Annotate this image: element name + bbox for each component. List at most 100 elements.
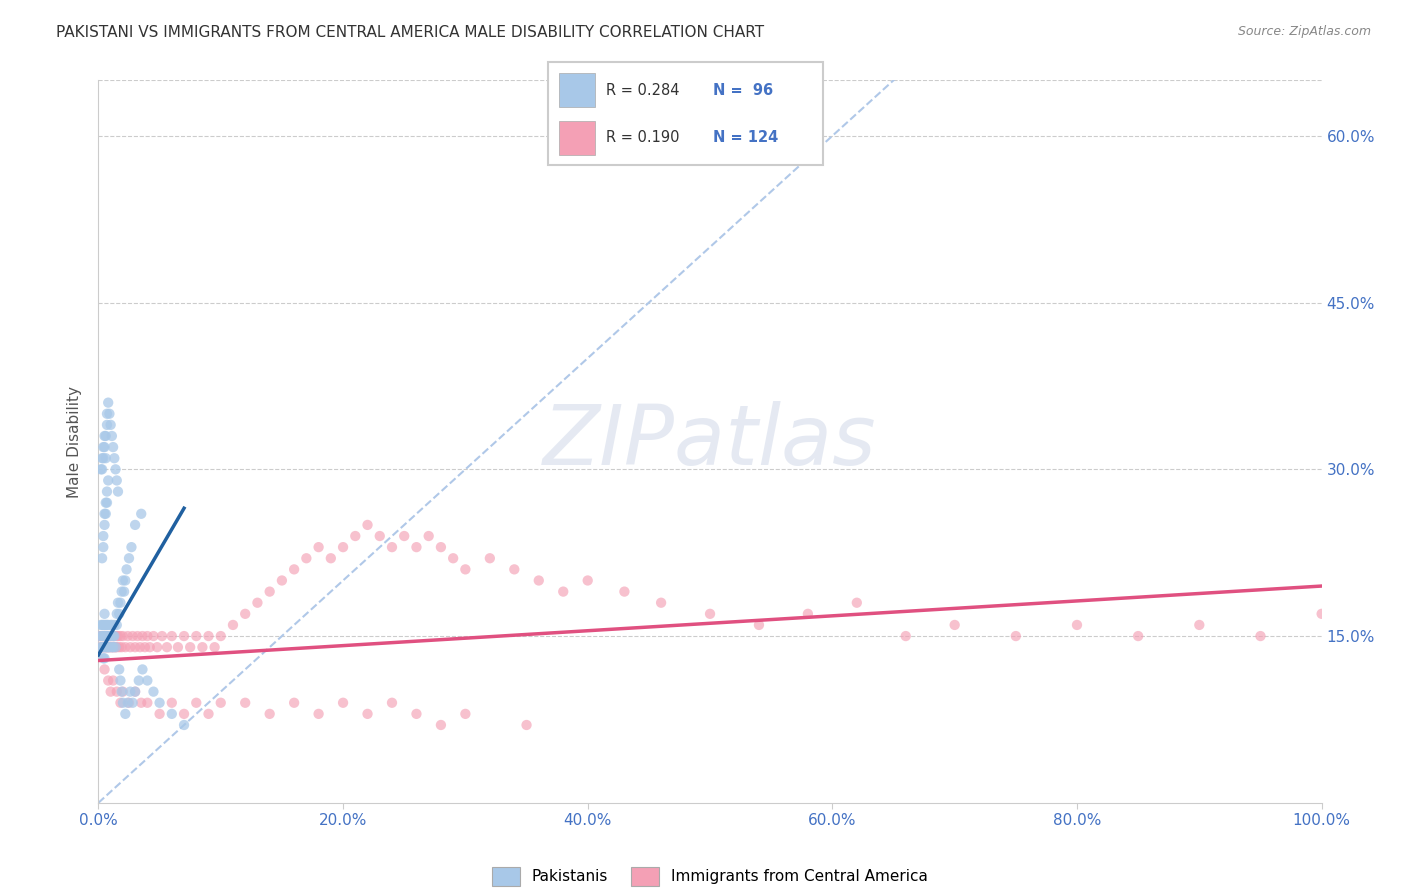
Point [114, 574, 136, 588]
Text: N =  96: N = 96 [713, 83, 773, 97]
Point [129, 640, 152, 655]
Point [91, 629, 114, 643]
Point [1188, 618, 1211, 632]
Point [120, 640, 142, 655]
Y-axis label: Male Disability: Male Disability [67, 385, 83, 498]
Point [89, 629, 111, 643]
Point [98, 629, 121, 643]
Point [93, 618, 115, 632]
Point [101, 429, 124, 443]
Point [91, 618, 114, 632]
Point [173, 706, 195, 721]
Point [943, 618, 966, 632]
Point [136, 629, 159, 643]
Point [108, 662, 131, 676]
Point [142, 629, 165, 643]
Point [478, 551, 501, 566]
Point [98, 640, 121, 655]
Point [650, 596, 672, 610]
Point [94, 429, 117, 443]
Point [128, 673, 150, 688]
Point [96, 417, 118, 432]
Point [104, 640, 127, 655]
Point [405, 706, 427, 721]
Legend: Pakistanis, Immigrants from Central America: Pakistanis, Immigrants from Central Amer… [486, 861, 934, 892]
Point [96, 629, 118, 643]
Point [91, 651, 114, 665]
Point [91, 629, 114, 643]
Point [96, 407, 118, 421]
Point [454, 706, 477, 721]
Point [117, 696, 139, 710]
Point [120, 540, 142, 554]
Point [160, 696, 183, 710]
Point [308, 706, 330, 721]
Point [748, 618, 770, 632]
Point [129, 696, 152, 710]
Point [91, 451, 114, 466]
Point [93, 507, 115, 521]
Point [515, 718, 537, 732]
Point [111, 640, 134, 655]
Text: N = 124: N = 124 [713, 130, 778, 145]
Point [191, 640, 214, 655]
Point [118, 551, 141, 566]
Point [107, 629, 129, 643]
Point [91, 540, 114, 554]
Point [94, 629, 117, 643]
Point [308, 540, 330, 554]
Point [129, 507, 152, 521]
Point [94, 496, 117, 510]
Point [246, 596, 269, 610]
Point [114, 640, 136, 655]
Point [110, 696, 132, 710]
Point [100, 640, 122, 655]
Point [91, 640, 114, 655]
Point [204, 640, 226, 655]
Point [96, 496, 118, 510]
Point [97, 395, 120, 409]
Point [613, 584, 636, 599]
Point [1004, 629, 1026, 643]
Point [283, 562, 305, 576]
Point [160, 706, 183, 721]
Point [101, 673, 124, 688]
Point [103, 640, 125, 655]
Text: ZIPatlas: ZIPatlas [543, 401, 877, 482]
Point [101, 640, 124, 655]
Point [173, 718, 195, 732]
Point [259, 584, 281, 599]
Point [186, 696, 208, 710]
Point [93, 607, 115, 621]
FancyBboxPatch shape [560, 121, 595, 155]
Point [93, 517, 115, 532]
Point [90, 629, 112, 643]
Point [101, 640, 124, 655]
Point [110, 629, 132, 643]
Point [111, 574, 134, 588]
Point [91, 640, 114, 655]
Point [97, 629, 120, 643]
Point [344, 529, 367, 543]
Point [105, 607, 128, 621]
FancyBboxPatch shape [548, 62, 823, 165]
Point [93, 651, 115, 665]
Point [97, 673, 120, 688]
Point [91, 551, 114, 566]
Point [101, 629, 124, 643]
Point [91, 529, 114, 543]
Point [91, 440, 114, 454]
Point [430, 540, 453, 554]
Point [441, 551, 464, 566]
Point [93, 640, 115, 655]
Point [97, 618, 120, 632]
Point [319, 551, 342, 566]
Point [1310, 607, 1333, 621]
Point [96, 640, 118, 655]
Point [124, 640, 146, 655]
Point [100, 684, 122, 698]
Point [233, 696, 256, 710]
Point [368, 529, 391, 543]
Point [167, 640, 190, 655]
Point [503, 562, 526, 576]
